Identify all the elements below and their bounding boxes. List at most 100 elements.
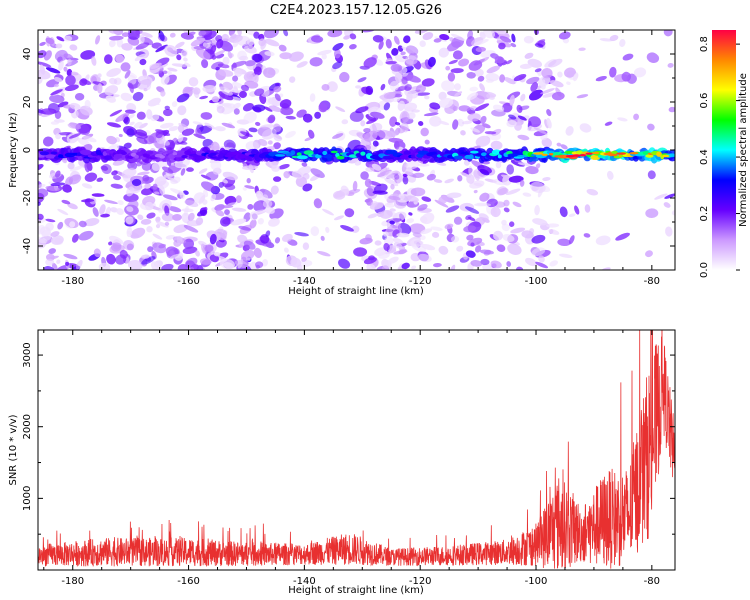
spectrogram-speckle [79,78,88,86]
spectrogram-speckle [163,108,173,117]
spectrogram-speckle [146,109,153,120]
spectrogram-speckle [325,226,330,233]
spectrogram-speckle [578,47,586,51]
spectrogram-speckle [374,247,388,257]
spectrogram-speckle [248,127,258,133]
spectrogram-speckle [262,199,273,208]
spectrogram-speckle [253,31,260,39]
spectrogram-speckle [321,53,327,60]
spectrogram-band-core [417,150,430,155]
spectrogram-speckle [509,94,515,106]
spectrogram-speckle [438,91,447,101]
spectrogram-speckle [474,103,490,112]
spectrogram-speckle [242,187,247,191]
spectrogram-speckle [484,131,497,135]
spectrogram-speckle [184,199,199,208]
spectrogram-speckle [137,171,150,176]
spectrogram-speckle [38,213,44,220]
spectrogram-speckle [402,176,409,185]
spectrogram-speckle [192,87,201,95]
spectrogram-speckle [466,92,479,101]
spectrogram-speckle [239,55,249,61]
spectrogram-speckle [268,105,282,112]
spectrogram-speckle [386,130,396,138]
spectrogram-speckle [111,170,118,176]
spectrogram-speckle [218,205,234,209]
spectrogram-speckle [412,232,422,238]
spectrogram-band-core [224,154,234,158]
spectrogram-speckle [268,82,281,91]
spectrogram-speckle [372,140,379,147]
spectrogram-speckle [146,212,156,219]
spectrogram-speckle [180,49,188,58]
spectrogram-speckle [448,59,458,65]
spectrogram-speckle [93,248,101,258]
spectrogram-speckle [240,131,253,138]
spectrogram-speckle [279,52,292,60]
spectrogram-speckle [499,35,512,43]
spectrogram-speckle [233,102,241,109]
spectrogram-speckle [66,68,73,77]
spectrogram-speckle [263,106,273,112]
spectrogram-speckle [278,163,290,170]
spectrogram-speckle [190,37,206,47]
spectrogram-speckle [360,139,370,145]
spectrogram-speckle [82,135,97,143]
spectrogram-speckle [359,237,373,245]
spectrogram-speckle [75,259,83,270]
spectrogram-speckle [144,183,151,189]
spectrogram-band-core [80,149,92,156]
spectrogram-speckle [568,213,576,217]
spectrogram-speckle [53,76,63,83]
spectrogram-speckle [309,57,323,67]
spectrogram-speckle [421,196,432,202]
spectrogram-speckle [133,121,143,129]
spectrogram-speckle [67,162,75,170]
spectrogram-speckle [565,126,574,136]
spectrogram-speckle [410,187,426,197]
spectrogram-speckle [467,113,481,122]
spectrogram-speckle [101,164,112,174]
spectrogram-speckle [516,104,523,113]
spectrogram-speckle [95,35,101,45]
x-tick-label: -140 [293,576,316,587]
spectrogram-speckle [517,115,527,121]
spectrogram-speckle [49,94,65,104]
spectrogram-speckle [490,260,502,269]
spectrogram-speckle [150,261,160,270]
spectrogram-speckle [246,178,251,184]
spectrogram-speckle [219,93,226,100]
spectrogram-speckle [231,207,247,212]
spectrogram-speckle [96,177,104,182]
spectrogram-speckle [422,159,429,164]
y-tick-label: 0 [22,147,33,153]
spectrogram-speckle [663,30,673,37]
spectrogram-speckle [349,111,364,122]
spectrogram-speckle [534,43,544,48]
spectrogram-speckle [546,223,560,228]
spectrogram-speckle [160,74,170,85]
spectrogram-speckle [360,120,366,127]
spectrogram-speckle [453,83,462,91]
spectrogram-speckle [546,117,552,129]
spectrogram-speckle [530,181,546,193]
spectrogram-speckle [426,173,437,181]
spectrogram-speckle [433,262,442,268]
spectrogram-speckle [477,165,492,174]
spectrogram-speckle [361,86,373,95]
spectrogram-speckle [193,45,207,50]
spectrogram-band-core [480,152,487,157]
spectrogram-speckle [401,76,408,85]
spectrogram-speckle [475,135,491,147]
spectrogram-speckle [281,233,293,242]
spectrogram-speckle [371,163,382,171]
spectrogram-speckle [267,140,273,145]
spectrogram-speckle [126,243,134,251]
spectrogram-speckle [633,67,647,78]
spectrogram-speckle [92,207,99,217]
spectrogram-speckle [78,220,87,228]
spectrogram-speckle [211,49,226,57]
spectrogram-speckle [548,58,563,68]
spectrogram-speckle [121,42,133,51]
spectrogram-speckle [163,173,170,178]
